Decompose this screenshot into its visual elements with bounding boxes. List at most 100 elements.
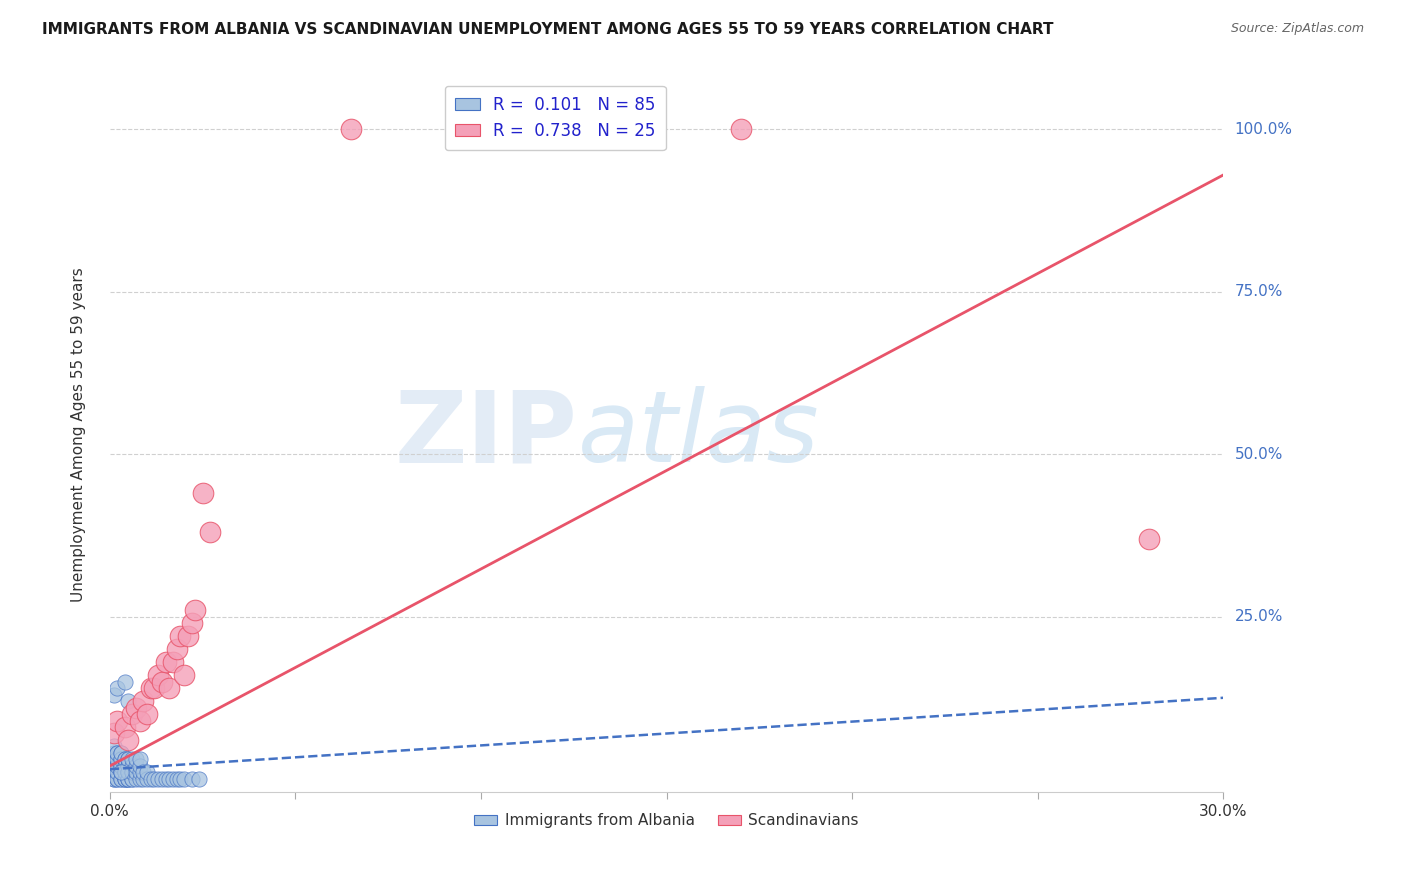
Point — [177, 629, 200, 643]
Point — [117, 765, 139, 780]
Point — [125, 765, 148, 780]
Point — [198, 525, 221, 540]
Point — [143, 772, 166, 786]
Point — [117, 752, 139, 766]
Point — [730, 122, 752, 136]
Point — [184, 603, 207, 617]
Point — [114, 752, 136, 766]
Point — [132, 772, 155, 786]
Point — [169, 629, 191, 643]
Point — [114, 772, 136, 786]
Point — [103, 759, 125, 773]
Point — [117, 765, 139, 780]
Point — [105, 765, 128, 780]
Point — [103, 739, 125, 754]
Point — [117, 765, 139, 780]
Point — [105, 681, 128, 695]
Point — [105, 752, 128, 766]
Point — [110, 765, 132, 780]
Legend: Immigrants from Albania, Scandinavians: Immigrants from Albania, Scandinavians — [468, 807, 865, 834]
Point — [103, 688, 125, 702]
Point — [103, 746, 125, 760]
Point — [121, 765, 143, 780]
Point — [114, 759, 136, 773]
Point — [180, 772, 202, 786]
Point — [128, 772, 150, 786]
Point — [146, 772, 169, 786]
Point — [114, 720, 136, 734]
Point — [155, 655, 177, 669]
Point — [103, 759, 125, 773]
Point — [105, 746, 128, 760]
Point — [180, 616, 202, 631]
Point — [103, 765, 125, 780]
Point — [191, 486, 214, 500]
Point — [103, 772, 125, 786]
Point — [110, 752, 132, 766]
Point — [110, 759, 132, 773]
Point — [162, 772, 184, 786]
Point — [110, 759, 132, 773]
Text: Source: ZipAtlas.com: Source: ZipAtlas.com — [1230, 22, 1364, 36]
Point — [173, 668, 195, 682]
Point — [128, 714, 150, 728]
Point — [121, 772, 143, 786]
Point — [125, 772, 148, 786]
Point — [132, 765, 155, 780]
Point — [166, 772, 188, 786]
Point — [114, 765, 136, 780]
Point — [155, 772, 177, 786]
Point — [103, 752, 125, 766]
Point — [103, 752, 125, 766]
Point — [162, 655, 184, 669]
Point — [139, 681, 162, 695]
Point — [110, 746, 132, 760]
Point — [173, 772, 195, 786]
Point — [117, 752, 139, 766]
Point — [110, 772, 132, 786]
Point — [121, 752, 143, 766]
Point — [125, 759, 148, 773]
Point — [187, 772, 209, 786]
Point — [1137, 532, 1160, 546]
Point — [117, 772, 139, 786]
Point — [105, 765, 128, 780]
Point — [128, 765, 150, 780]
Point — [125, 700, 148, 714]
Point — [117, 733, 139, 747]
Point — [114, 674, 136, 689]
Point — [114, 759, 136, 773]
Text: 100.0%: 100.0% — [1234, 122, 1292, 136]
Point — [105, 746, 128, 760]
Point — [150, 772, 173, 786]
Point — [117, 772, 139, 786]
Point — [117, 759, 139, 773]
Point — [157, 681, 180, 695]
Point — [103, 726, 125, 740]
Y-axis label: Unemployment Among Ages 55 to 59 years: Unemployment Among Ages 55 to 59 years — [72, 268, 86, 602]
Text: 25.0%: 25.0% — [1234, 609, 1282, 624]
Text: IMMIGRANTS FROM ALBANIA VS SCANDINAVIAN UNEMPLOYMENT AMONG AGES 55 TO 59 YEARS C: IMMIGRANTS FROM ALBANIA VS SCANDINAVIAN … — [42, 22, 1053, 37]
Text: 50.0%: 50.0% — [1234, 447, 1282, 462]
Point — [114, 765, 136, 780]
Point — [117, 772, 139, 786]
Point — [139, 772, 162, 786]
Point — [166, 642, 188, 657]
Point — [110, 765, 132, 780]
Point — [114, 772, 136, 786]
Point — [340, 122, 363, 136]
Point — [136, 706, 159, 721]
Point — [114, 765, 136, 780]
Point — [136, 772, 159, 786]
Point — [157, 772, 180, 786]
Point — [110, 746, 132, 760]
Point — [121, 759, 143, 773]
Point — [121, 765, 143, 780]
Point — [128, 759, 150, 773]
Point — [132, 694, 155, 708]
Point — [121, 772, 143, 786]
Point — [150, 674, 173, 689]
Point — [169, 772, 191, 786]
Point — [143, 681, 166, 695]
Text: ZIP: ZIP — [395, 386, 578, 483]
